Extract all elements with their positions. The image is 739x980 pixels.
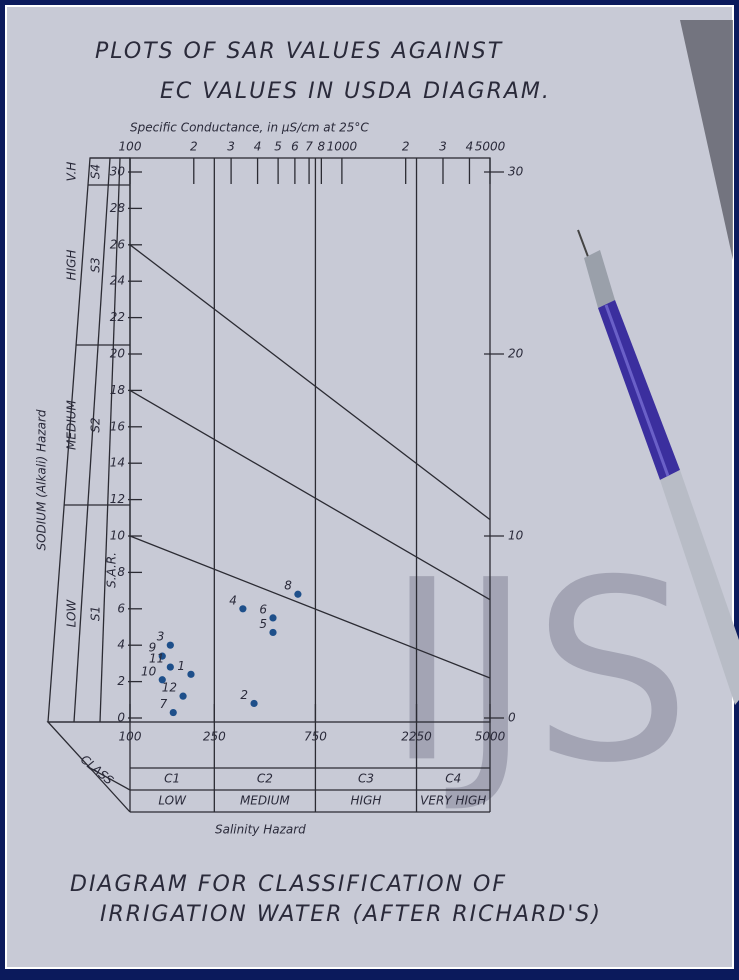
point-label: 1: [177, 659, 185, 673]
class-name: VERY HIGH: [420, 794, 486, 808]
x2-axis-label: Specific Conductance, in µS/cm at 25°C: [130, 121, 369, 135]
x2-tick-label: 2: [402, 140, 410, 154]
sodium-name: HIGH: [65, 250, 79, 281]
sodium-name: V.H: [65, 162, 79, 182]
x2-tick-label: 7: [305, 140, 313, 154]
data-point: [269, 614, 276, 621]
y2-tick-label: 10: [508, 529, 524, 543]
data-point: [250, 700, 257, 707]
x2-tick-label: 1000: [327, 140, 358, 154]
title-line: EC VALUES IN USDA DIAGRAM.: [160, 79, 551, 104]
x2-tick-label: 4: [466, 140, 474, 154]
point-label: 10: [141, 664, 157, 678]
sodium-name: LOW: [65, 599, 79, 628]
y-tick-label: 12: [110, 492, 125, 506]
y-tick-label: 28: [110, 201, 126, 215]
x2-tick-label: 2: [190, 140, 198, 154]
sodium-class: S2: [89, 417, 103, 432]
y-tick-label: 10: [110, 529, 126, 543]
class-label: C2: [257, 772, 273, 786]
class-name: HIGH: [351, 794, 382, 808]
x-axis-label: Salinity Hazard: [215, 823, 306, 837]
photo: IJS PLOTS OF SAR VALUES AGAINST EC VALUE…: [0, 0, 739, 980]
class-label: C4: [445, 772, 461, 786]
point-label: 8: [284, 579, 292, 593]
y2-tick-label: 0: [508, 711, 516, 725]
y-tick-label: 16: [110, 419, 126, 433]
data-point: [187, 671, 194, 678]
caption-line: DIAGRAM FOR CLASSIFICATION OF: [70, 872, 507, 897]
y-tick-label: 26: [110, 237, 126, 251]
point-label: 11: [149, 652, 164, 666]
x2-tick-label: 6: [291, 140, 299, 154]
x2-tick-label: 100: [119, 140, 142, 154]
y-tick-label: 30: [110, 165, 126, 179]
point-label: 3: [157, 630, 165, 644]
data-point: [179, 693, 186, 700]
y-tick-label: 20: [110, 347, 126, 361]
y-tick-label: 22: [110, 310, 125, 324]
y2-tick-label: 20: [508, 347, 524, 361]
point-label: 7: [160, 697, 168, 711]
x2-tick-label: 3: [227, 140, 235, 154]
y-tick-label: 8: [117, 565, 125, 579]
point-label: 4: [229, 593, 237, 607]
data-point: [239, 605, 246, 612]
point-label: 6: [259, 602, 267, 616]
y-tick-label: 4: [117, 638, 125, 652]
point-label: 2: [240, 688, 248, 702]
sodium-class: S4: [89, 164, 103, 179]
y-tick-label: 2: [117, 674, 125, 688]
y-tick-label: 14: [110, 456, 125, 470]
paper: [6, 6, 733, 968]
class-label: C3: [358, 772, 374, 786]
y-tick-label: 0: [117, 711, 125, 725]
data-point: [167, 663, 174, 670]
class-name: LOW: [158, 794, 187, 808]
x2-tick-label: 4: [254, 140, 262, 154]
data-point: [269, 629, 276, 636]
sodium-name: MEDIUM: [65, 399, 79, 449]
point-label: 12: [162, 681, 177, 695]
x2-tick-label: 8: [318, 140, 326, 154]
point-label: 5: [259, 617, 267, 631]
y-tick-label: 6: [117, 601, 125, 615]
y-tick-label: 24: [110, 274, 125, 288]
x-tick-label: 100: [119, 730, 142, 744]
x2-tick-label: 3: [439, 140, 447, 154]
x-tick-label: 5000: [475, 730, 506, 744]
y2-tick-label: 30: [508, 165, 524, 179]
caption-line: IRRIGATION WATER (AFTER RICHARD'S): [100, 902, 602, 927]
data-point: [170, 709, 177, 716]
title-line: PLOTS OF SAR VALUES AGAINST: [95, 39, 503, 64]
x2-tick-label: 5000: [475, 140, 506, 154]
class-name: MEDIUM: [240, 794, 290, 808]
y-tick-label: 18: [110, 383, 126, 397]
watermark: IJS: [385, 526, 691, 817]
x2-tick-label: 5: [274, 140, 282, 154]
sodium-class: S1: [89, 606, 103, 621]
data-point: [167, 642, 174, 649]
data-point: [294, 591, 301, 598]
sodium-class: S3: [89, 257, 103, 272]
class-label: C1: [164, 772, 180, 786]
y-axis-label: SODIUM (Alkali) Hazard: [35, 409, 49, 550]
